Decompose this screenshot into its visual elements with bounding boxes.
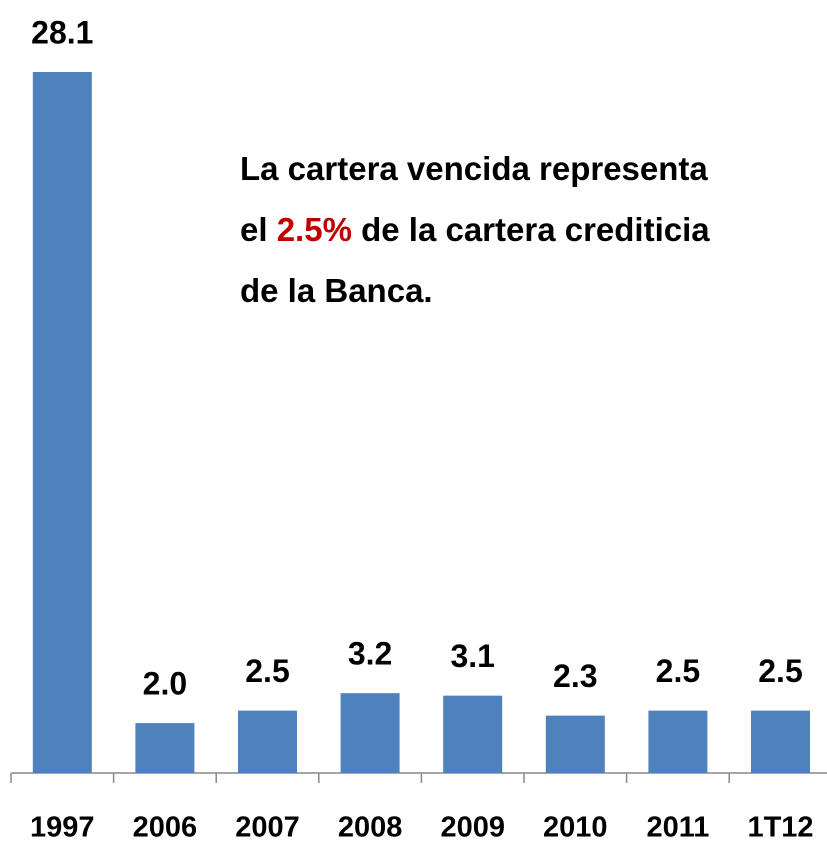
annotation-text: de la cartera crediticia de la Banca.: [240, 211, 710, 309]
bar: [238, 710, 297, 773]
value-label: 3.1: [450, 638, 494, 674]
x-tick-label: 1997: [30, 812, 95, 844]
x-tick-label: 2010: [543, 812, 608, 844]
x-tick-label: 2009: [440, 812, 505, 844]
x-tick-label: 2008: [338, 812, 403, 844]
x-tick-label: 2006: [133, 812, 198, 844]
bar: [648, 710, 708, 773]
bar: [32, 72, 92, 773]
x-tick-label: 2007: [235, 812, 300, 844]
x-tick-label: 1T12: [747, 812, 813, 844]
value-label: 28.1: [31, 14, 93, 50]
value-label: 2.3: [553, 658, 597, 694]
bar: [751, 710, 810, 773]
value-label: 2.5: [656, 653, 700, 689]
value-label: 2.5: [245, 653, 289, 689]
annotation-text: 2.5%: [276, 211, 352, 248]
annotation: La cartera vencida representa el 2.5% de…: [240, 138, 730, 321]
value-label: 2.5: [758, 653, 802, 689]
bar: [545, 715, 605, 773]
annotation-text: La cartera vencida representa el: [240, 150, 708, 248]
x-tick-label: 2011: [646, 812, 709, 844]
bar: [135, 723, 195, 773]
bar: [443, 695, 503, 773]
bar: [340, 693, 400, 773]
value-label: 3.2: [348, 636, 392, 672]
value-label: 2.0: [143, 666, 187, 702]
